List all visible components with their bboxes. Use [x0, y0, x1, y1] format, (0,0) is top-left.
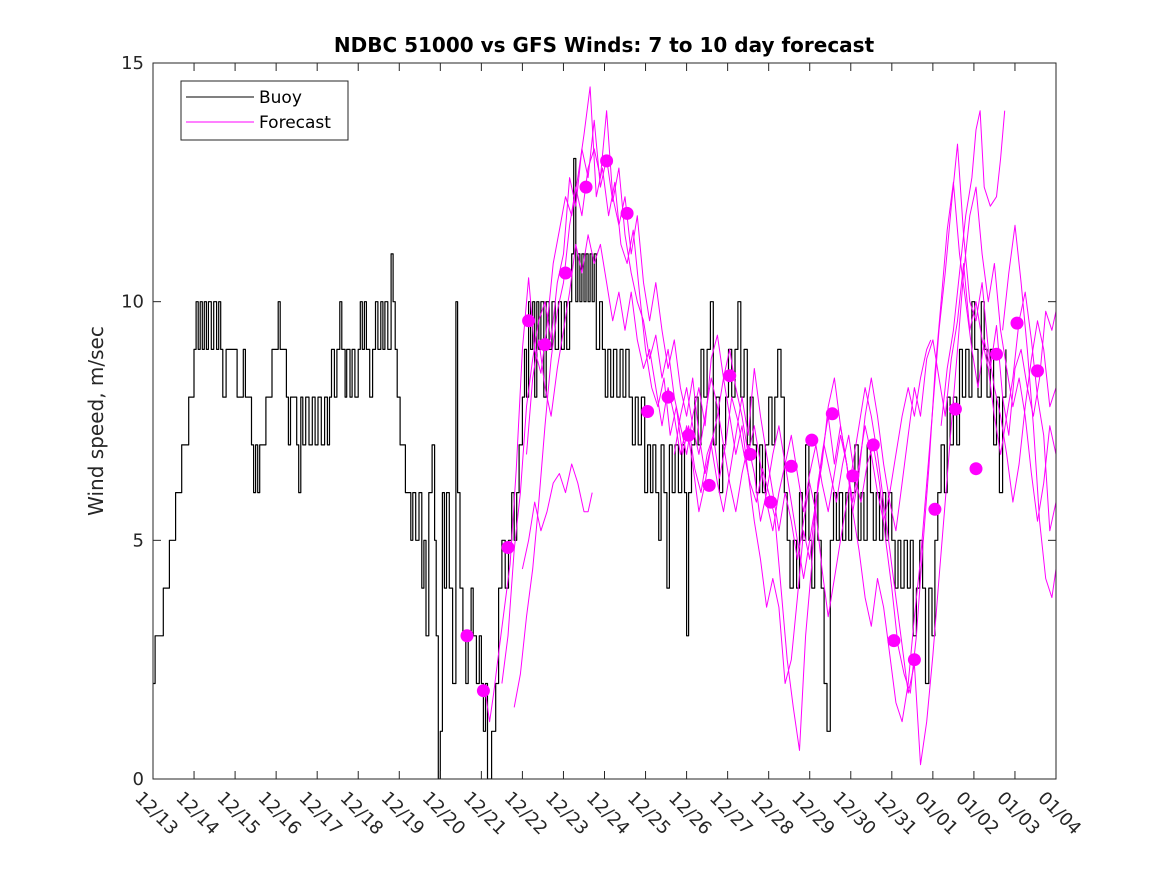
- forecast-marker: [702, 478, 716, 492]
- forecast-marker: [846, 469, 860, 483]
- forecast-marker: [538, 338, 552, 352]
- forecast-marker: [501, 541, 515, 554]
- forecast-series-line: [940, 110, 1006, 426]
- forecast-marker: [661, 390, 675, 404]
- forecast-marker: [579, 180, 593, 194]
- forecast-marker: [522, 314, 536, 328]
- marker-layer: [460, 154, 1044, 698]
- y-axis-ticks: 0 5 10 15: [121, 53, 1056, 790]
- y-axis-label: Wind speed, m/sec: [84, 326, 108, 516]
- legend-box: [180, 80, 349, 141]
- forecast-marker: [723, 369, 737, 383]
- forecast-marker: [887, 634, 901, 648]
- forecast-series-line: [1002, 224, 1056, 599]
- forecast-marker: [682, 428, 696, 442]
- forecast-marker: [907, 653, 921, 667]
- chart-title: NDBC 51000 vs GFS Winds: 7 to 10 day for…: [334, 33, 875, 57]
- forecast-marker: [1031, 364, 1044, 378]
- series-layer: [153, 86, 1056, 779]
- forecast-marker: [805, 433, 819, 447]
- forecast-marker: [476, 684, 490, 698]
- y-tick-label: 5: [133, 530, 144, 551]
- legend: Buoy Forecast: [180, 80, 349, 141]
- legend-forecast-label: Forecast: [259, 113, 331, 133]
- forecast-series-line: [673, 339, 932, 522]
- forecast-marker: [620, 206, 634, 220]
- forecast-marker: [969, 462, 983, 476]
- legend-buoy-label: Buoy: [259, 88, 302, 108]
- y-tick-label: 10: [121, 292, 144, 313]
- forecast-marker: [784, 459, 798, 473]
- forecast-series-line: [521, 463, 593, 570]
- y-tick-label: 15: [121, 53, 144, 74]
- forecast-marker: [825, 407, 839, 421]
- forecast-marker: [600, 154, 614, 168]
- forecast-marker: [928, 502, 942, 516]
- forecast-marker: [743, 447, 757, 461]
- forecast-marker: [764, 495, 778, 509]
- forecast-marker: [990, 347, 1003, 361]
- forecast-marker: [866, 438, 880, 452]
- forecast-marker: [460, 629, 474, 643]
- y-tick-label: 0: [133, 769, 144, 790]
- forecast-marker: [948, 402, 962, 416]
- buoy-series-line: [153, 157, 1007, 779]
- forecast-series-line: [513, 110, 1056, 766]
- forecast-series-line: [526, 234, 1056, 579]
- forecast-marker: [559, 266, 572, 280]
- forecast-marker: [1010, 316, 1024, 330]
- forecast-marker: [641, 405, 655, 418]
